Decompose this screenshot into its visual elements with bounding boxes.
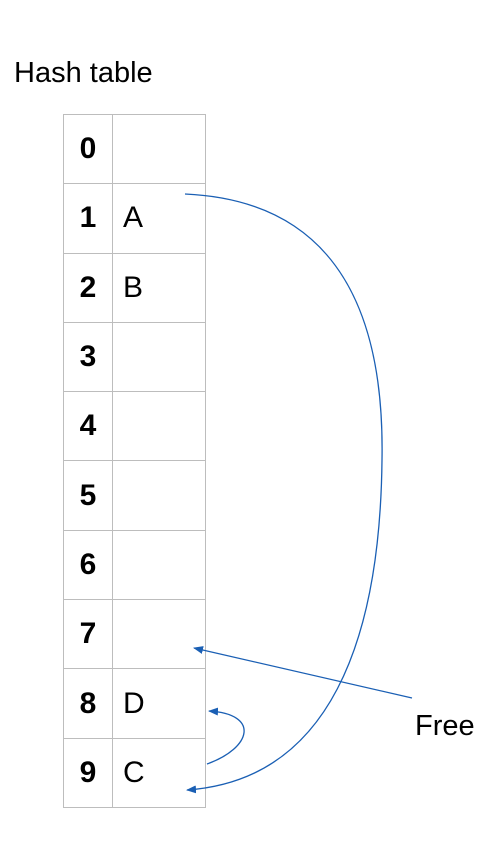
table-row: 4 <box>64 392 206 462</box>
row-value <box>113 392 206 461</box>
row-value <box>113 461 206 530</box>
free-label: Free <box>415 710 475 742</box>
table-row: 5 <box>64 461 206 531</box>
row-value <box>113 600 206 669</box>
table-row: 6 <box>64 530 206 601</box>
table-row: 9 C <box>64 738 206 808</box>
row-index: 2 <box>64 253 113 322</box>
row-value: C <box>113 738 206 807</box>
diagram-title: Hash table <box>14 57 153 89</box>
table-row: 8 D <box>64 669 206 739</box>
row-index: 5 <box>64 461 113 530</box>
table-row: 7 <box>64 600 206 670</box>
row-value: A <box>113 184 206 253</box>
table-row: 0 <box>64 115 206 185</box>
row-index: 1 <box>64 184 113 253</box>
row-index: 3 <box>64 322 113 392</box>
row-index: 8 <box>64 669 113 738</box>
table-row: 3 <box>64 322 206 393</box>
row-value: D <box>113 669 206 738</box>
hash-table: 0 1 A 2 B 3 4 5 6 7 8 D 9 C <box>63 114 206 808</box>
table-row: 2 B <box>64 253 206 323</box>
row-index: 0 <box>64 115 113 184</box>
row-index: 7 <box>64 600 113 669</box>
arrow-free-to-7 <box>193 646 413 699</box>
row-value: B <box>113 253 206 322</box>
arrow-c-to-d <box>206 707 245 765</box>
row-index: 9 <box>64 738 113 807</box>
row-index: 6 <box>64 530 113 600</box>
arrow-a-to-c <box>184 193 383 794</box>
table-row: 1 A <box>64 184 206 254</box>
row-value <box>113 115 206 184</box>
row-value <box>113 530 206 600</box>
row-value <box>113 322 206 392</box>
row-index: 4 <box>64 392 113 461</box>
